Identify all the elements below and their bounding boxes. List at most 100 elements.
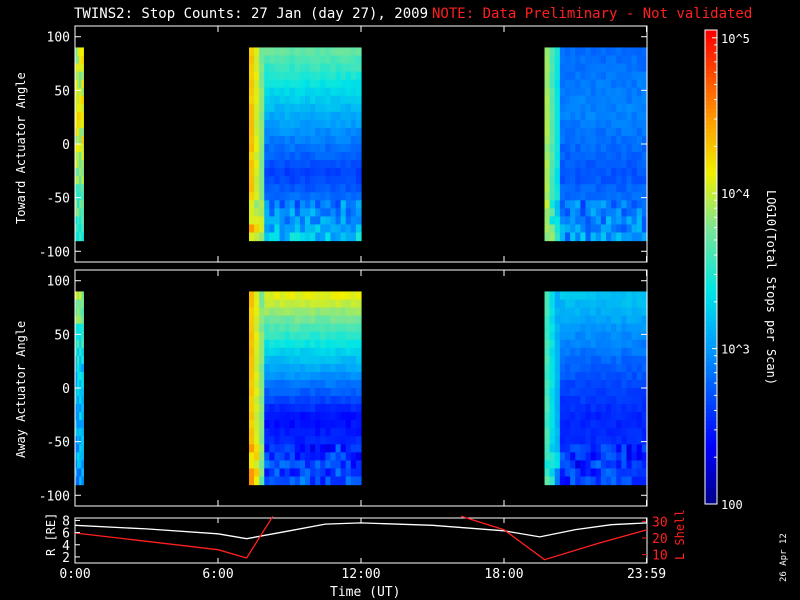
heatmap-cell (79, 63, 82, 73)
heatmap-cell (606, 168, 612, 177)
heatmap-cell (600, 404, 607, 413)
heatmap-cell (570, 144, 576, 153)
heatmap-cell (621, 216, 628, 226)
heatmap-cell (636, 55, 643, 65)
heatmap-cell (600, 71, 607, 81)
heatmap-cell (621, 460, 628, 470)
heatmap-cell (621, 436, 628, 445)
heatmap-cell (284, 476, 291, 486)
heatmap-cell (254, 388, 260, 397)
heatmap-cell (264, 184, 270, 193)
heatmap-cell (289, 127, 296, 137)
heatmap-cell (590, 307, 597, 317)
heatmap-cell (284, 152, 291, 161)
colorbar-segment (705, 116, 717, 122)
colorbar-tick-label: 10^4 (721, 187, 750, 201)
heatmap-cell (330, 111, 337, 121)
heatmap-cell (595, 420, 602, 429)
heatmap-cell (641, 452, 648, 462)
heatmap-cell (289, 468, 296, 478)
heatmap-cell (335, 152, 342, 161)
heatmap-cell (355, 363, 362, 373)
heatmap-cell (274, 79, 281, 89)
colorbar-segment (705, 432, 717, 438)
heatmap-cell (590, 476, 597, 486)
heatmap-cell (75, 168, 78, 177)
heatmap-cell (264, 379, 270, 389)
heatmap-cell (269, 168, 276, 177)
heatmap-cell (340, 111, 347, 121)
y-tick-label-left: 6 (62, 527, 70, 542)
heatmap-cell (75, 315, 78, 325)
colorbar-segment (705, 69, 717, 75)
heatmap-cell (554, 55, 561, 65)
heatmap-cell (549, 168, 556, 177)
heatmap-cell (248, 87, 255, 97)
heatmap-cell (325, 404, 332, 413)
heatmap-cell (350, 379, 357, 389)
heatmap-cell (304, 331, 311, 341)
heatmap-cell (565, 444, 571, 453)
heatmap-cell (325, 63, 332, 73)
heatmap-cell (335, 468, 342, 478)
heatmap-cell (554, 291, 561, 301)
heatmap-cell (315, 216, 321, 226)
heatmap-cell (355, 396, 362, 405)
heatmap-cell (315, 152, 321, 161)
heatmap-cell (248, 55, 255, 65)
heatmap-cell (544, 363, 551, 373)
heatmap-cell (641, 355, 648, 365)
heatmap-cell (259, 379, 265, 389)
heatmap-cell (315, 168, 321, 177)
heatmap-cell (75, 291, 78, 301)
heatmap-cell (269, 135, 276, 145)
heatmap-cell (320, 71, 326, 81)
heatmap-cell (549, 63, 556, 73)
heatmap-cell (626, 428, 633, 437)
heatmap-cell (259, 420, 265, 429)
heatmap-cell (320, 168, 326, 177)
heatmap-cell (264, 119, 270, 129)
heatmap-cell (616, 412, 622, 421)
heatmap-cell (595, 379, 602, 389)
heatmap-cell (325, 347, 332, 357)
heatmap-cell (81, 460, 84, 470)
heatmap-cell (554, 468, 561, 478)
heatmap-cell (590, 200, 597, 209)
heatmap-cell (279, 119, 286, 129)
heatmap-cell (248, 232, 255, 242)
heatmap-cell (335, 200, 342, 209)
heatmap-cell (279, 176, 286, 185)
heatmap-cell (600, 291, 607, 301)
heatmap-cell (325, 79, 332, 89)
heatmap-cell (549, 135, 556, 145)
heatmap-cell (641, 396, 648, 405)
heatmap-cell (75, 460, 78, 470)
heatmap-cell (590, 103, 597, 113)
heatmap-cell (544, 347, 551, 357)
heatmap-cell (79, 144, 82, 153)
y-tick-label-right: 20 (652, 532, 668, 547)
heatmap-cell (544, 444, 551, 453)
heatmap-cell (616, 79, 622, 89)
heatmap-cell (264, 200, 270, 209)
heatmap-cell (600, 208, 607, 218)
heatmap-cell (330, 379, 337, 389)
heatmap-cell (554, 460, 561, 470)
panel3-ylabel-right: L Shell (673, 509, 687, 560)
heatmap-cell (590, 152, 597, 161)
heatmap-cell (79, 119, 82, 129)
heatmap-cell (264, 323, 270, 333)
heatmap-cell (79, 127, 82, 137)
heatmap-cell (580, 232, 587, 242)
heatmap-cell (355, 468, 362, 478)
heatmap-cell (264, 111, 270, 121)
heatmap-cell (325, 200, 332, 209)
heatmap-cell (259, 168, 265, 177)
heatmap-cell (585, 331, 592, 341)
heatmap-cell (600, 111, 607, 121)
heatmap-cell (259, 347, 265, 357)
heatmap-cell (289, 224, 296, 234)
heatmap-cell (585, 200, 592, 209)
heatmap-cell (355, 331, 362, 341)
